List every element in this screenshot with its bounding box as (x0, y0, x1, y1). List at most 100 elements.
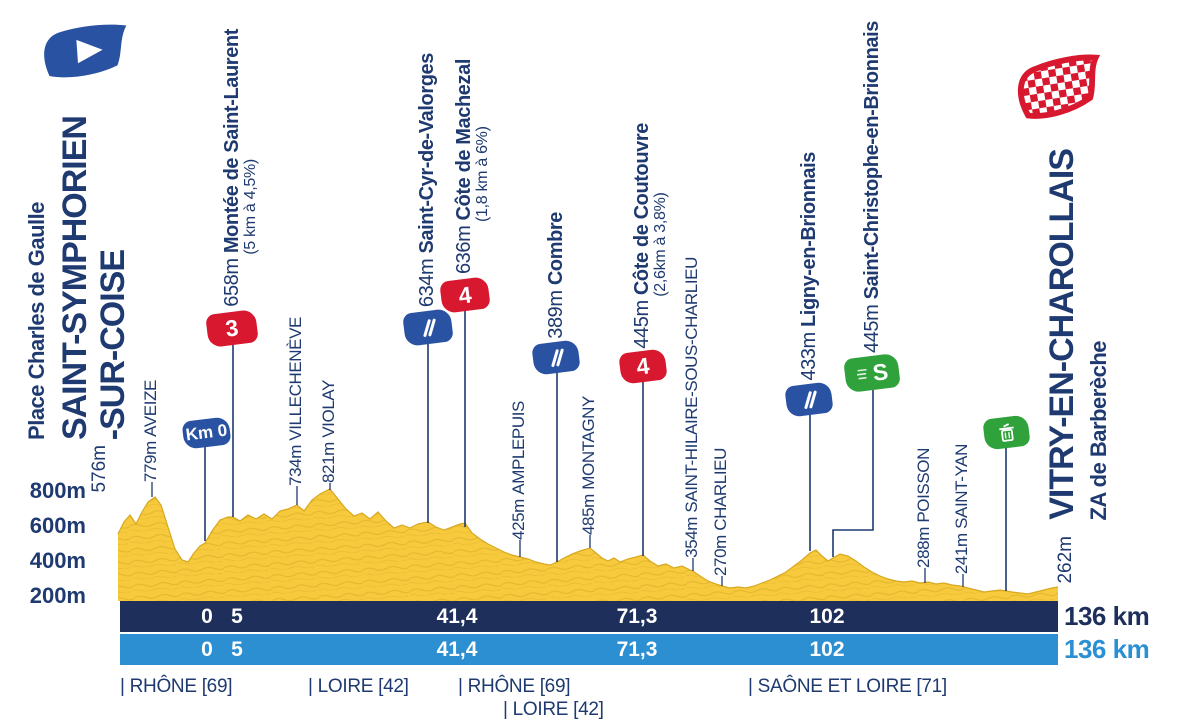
town-elevation: 270m (711, 535, 730, 576)
department-label-rhone-1: | RHÔNE [69] (120, 676, 233, 697)
waypoint-elevation: 433m (798, 332, 820, 381)
waypoint-name: Ligny-en-Brionnais (798, 152, 820, 328)
town-label-amplepuis: 425m AMPLEPUIS (509, 401, 528, 540)
km-mark: 71,3 (616, 605, 658, 628)
town-name: POISSON (914, 448, 933, 523)
waypoint-elevation: 658m (221, 258, 243, 307)
km-mark: 71,3 (616, 638, 658, 661)
town-elevation: 821m (319, 442, 338, 483)
flag-poles (204, 310, 1007, 591)
category-number: 4 (456, 280, 473, 309)
total-distance-top: 136 km (1064, 601, 1150, 631)
waypoint-label-saint-christophe-en-brionnais: 445m Saint-Christophe-en-Brionnais (861, 20, 883, 353)
start-name-line1: SAINT-SYMPHORIEN (56, 115, 94, 440)
km-mark: 5 (231, 605, 243, 628)
feed-zone-flag: S (843, 352, 901, 394)
distance-bar-bottom: 0 5 41,4 71,3 102 (120, 634, 1058, 665)
category-4-climb-flag-coutouvre: 4 (618, 348, 668, 385)
km-mark: 41,4 (436, 605, 478, 628)
town-name: AMPLEPUIS (509, 401, 528, 495)
waypoint-name: Combre (545, 212, 567, 286)
town-elevation: 354m (682, 517, 701, 558)
start-flag-icon (44, 24, 127, 78)
department-label-rhone-2: | RHÔNE [69] (458, 676, 571, 697)
waypoint-label-saint-cyr-de-valorges: 634m Saint-Cyr-de-Valorges (416, 52, 438, 307)
town-elevation: 425m (509, 499, 528, 540)
finish-elevation-label: 262m (1055, 536, 1076, 584)
department-label-loire-2: | LOIRE [42] (503, 699, 604, 720)
y-axis-tick-800m: 800m (29, 478, 86, 503)
start-name-line2: -SUR-COISE (94, 249, 132, 440)
feed-zone-stripes-icon (856, 368, 867, 380)
town-tick-lines (151, 482, 964, 587)
km0-flag: Km 0 (181, 416, 232, 450)
town-label-violay: 821m VIOLAY (319, 379, 338, 483)
km-mark: 0 (201, 605, 213, 628)
distance-bar-top: 0 5 41,4 71,3 102 (120, 601, 1058, 632)
town-elevation: 288m (914, 527, 933, 568)
sprint-icon (551, 348, 564, 367)
waypoint-elevation: 634m (416, 258, 438, 307)
y-axis-tick-400m: 400m (29, 548, 86, 573)
waypoint-label-montee-de-saint-laurent: 658m Montée de Saint-Laurent (5 km à 4,5… (221, 29, 259, 307)
town-label-saint-hilaire-sous-charlieu: 354m SAINT-HILAIRE-SOUS-CHARLIEU (682, 257, 701, 558)
start-elevation-label: 576m (89, 445, 110, 493)
total-distance-bottom: 136 km (1064, 634, 1150, 664)
category-number: 3 (223, 314, 240, 342)
town-elevation: 734m (286, 445, 305, 486)
waypoint-subtitle: (1,8 km à 6%) (473, 126, 491, 222)
town-name: VILLECHENÈVE (286, 317, 305, 441)
y-axis-tick-600m: 600m (29, 513, 86, 538)
waypoint-name: Côte de Machezal (453, 58, 475, 221)
department-label-saone-et-loire: | SAÔNE ET LOIRE [71] (748, 676, 947, 697)
category-3-climb-flag: 3 (205, 309, 259, 348)
waypoint-name: Saint-Christophe-en-Brionnais (861, 20, 883, 300)
waypoint-label-cote-de-coutouvre: 445m Côte de Coutouvre (2,6km à 3,8%) (631, 123, 669, 349)
km-mark: 0 (201, 638, 213, 661)
km-mark: 102 (809, 638, 845, 661)
finish-name-label: VITRY-EN-CHAROLLAIS (1043, 149, 1081, 520)
town-name: CHARLIEU (711, 447, 730, 531)
waypoint-name: Côte de Coutouvre (631, 123, 653, 296)
km-mark: 102 (809, 605, 845, 628)
start-venue-label: Place Charles de Gaulle (24, 202, 49, 440)
trash-icon (998, 423, 1014, 442)
waypoint-elevation: 389m (545, 290, 567, 339)
town-label-villecheneve: 734m VILLECHENÈVE (286, 317, 305, 486)
town-name: VIOLAY (319, 379, 338, 438)
km0-flag-label: Km 0 (184, 420, 229, 445)
category-number: 4 (634, 352, 651, 380)
town-elevation: 779m (141, 441, 160, 482)
town-name: SAINT-YAN (952, 443, 971, 529)
waypoint-label-combre: 389m Combre (545, 212, 567, 339)
intermediate-sprint-flag-ligny (784, 381, 834, 418)
town-name: SAINT-HILAIRE-SOUS-CHARLIEU (682, 257, 701, 513)
category-4-climb-flag-machezal: 4 (439, 276, 491, 314)
waypoint-elevation: 636m (453, 225, 475, 274)
sprint-icon (423, 318, 436, 337)
department-label-loire-1: | LOIRE [42] (308, 676, 409, 697)
town-label-montagny: 485m MONTAGNY (579, 396, 598, 535)
km-mark: 41,4 (436, 638, 478, 661)
waypoint-label-ligny-en-brionnais: 433m Ligny-en-Brionnais (798, 152, 820, 381)
waypoint-elevation: 445m (631, 300, 653, 349)
sprint-icon (804, 390, 817, 409)
town-label-poisson: 288m POISSON (914, 448, 933, 568)
finish-venue-label: ZA de Barberèche (1086, 340, 1111, 520)
town-label-aveize: 779m AVEIZE (141, 380, 160, 482)
town-label-saint-yan: 241m SAINT-YAN (952, 443, 971, 574)
waypoint-name: Saint-Cyr-de-Valorges (416, 52, 438, 254)
intermediate-sprint-flag-combre (531, 339, 581, 376)
waypoint-name: Montée de Saint-Laurent (221, 29, 243, 254)
feed-zone-letter: S (871, 357, 890, 386)
town-elevation: 241m (952, 533, 971, 574)
waypoint-subtitle: (5 km à 4,5%) (241, 159, 259, 255)
town-elevation: 485m (579, 494, 598, 535)
waypoint-subtitle: (2,6km à 3,8%) (651, 192, 669, 297)
y-axis-tick-200m: 200m (29, 583, 86, 608)
intermediate-sprint-flag-saint-cyr (402, 308, 454, 347)
km-mark: 5 (231, 638, 243, 661)
finish-checkered-flag-icon (1018, 54, 1101, 119)
